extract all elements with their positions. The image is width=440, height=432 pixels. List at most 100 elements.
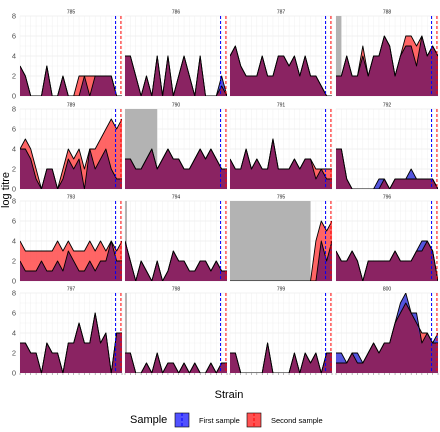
y-tick-label: 2 xyxy=(12,72,16,81)
panel-795: 795 xyxy=(229,195,333,282)
overlap-area xyxy=(20,241,122,281)
y-tick-label: 0 xyxy=(12,277,16,286)
first-sample-line xyxy=(20,240,122,272)
overlap-area xyxy=(336,303,438,373)
panel-plot-area xyxy=(230,109,332,189)
legend-label: First sample xyxy=(199,416,240,425)
y-tick-label: 4 xyxy=(12,237,16,246)
missing-data-band xyxy=(336,16,342,96)
y-tick-label: 6 xyxy=(12,32,16,41)
panel-strip-label: 785 xyxy=(67,10,76,16)
panel-791: 791 xyxy=(229,103,333,190)
panel-strip-label: 789 xyxy=(67,103,76,109)
y-tick-label: 2 xyxy=(12,257,16,266)
first-sample-line xyxy=(125,240,227,281)
panel-plot-area xyxy=(230,293,332,373)
panel-800: 800 xyxy=(335,287,439,375)
panel-strip-label: 788 xyxy=(383,10,392,16)
panel-plot-area xyxy=(230,16,332,96)
panel-787: 787 xyxy=(229,10,333,97)
y-tick-label: 8 xyxy=(12,197,16,206)
first-sample-line xyxy=(336,148,438,189)
first-sample-line xyxy=(336,240,438,281)
overlap-area xyxy=(20,149,122,189)
overlap-area xyxy=(230,139,332,189)
y-tick-label: 2 xyxy=(12,165,16,174)
second-sample-line xyxy=(20,118,122,189)
missing-data-band xyxy=(230,201,311,281)
y-axis-title: log titre xyxy=(0,172,12,208)
panel-strip-label: 790 xyxy=(172,103,181,109)
first-sample-line xyxy=(20,65,122,96)
overlap-area xyxy=(230,241,332,281)
overlap-area xyxy=(125,149,227,189)
panel-plot-area xyxy=(230,201,332,281)
overlap-area xyxy=(125,241,227,281)
panel-793: 793 0 2 4 6 8 xyxy=(12,195,123,286)
first-sample-line xyxy=(20,312,122,373)
panel-strip-label: 791 xyxy=(277,103,286,109)
y-tick-label: 4 xyxy=(12,52,16,61)
panel-strip-label: 792 xyxy=(383,103,392,109)
y-tick-label: 2 xyxy=(12,349,16,358)
panel-strip-label: 798 xyxy=(172,287,181,293)
second-sample-line xyxy=(230,220,332,281)
first-sample-line xyxy=(125,148,227,170)
first-sample-line xyxy=(336,35,438,77)
panel-strip-label: 796 xyxy=(383,195,392,201)
panel-797: 797 0 2 4 6 8 xyxy=(12,287,123,378)
panel-785: 785 0 2 4 6 8 xyxy=(12,10,123,101)
panel-strip-label: 794 xyxy=(172,195,181,201)
panel-strip-label: 795 xyxy=(277,195,286,201)
first-sample-line xyxy=(125,352,227,373)
overlap-area xyxy=(230,343,332,373)
y-tick-label: 6 xyxy=(12,217,16,226)
panel-plot-area xyxy=(20,201,122,281)
missing-data-band xyxy=(125,293,127,373)
first-sample-line xyxy=(20,148,122,189)
y-tick-label: 4 xyxy=(12,329,16,338)
panel-plot-area xyxy=(125,293,227,373)
first-sample-line xyxy=(125,55,227,96)
panel-strip-label: 793 xyxy=(67,195,76,201)
first-sample-line xyxy=(230,138,332,180)
panel-796: 796 xyxy=(335,195,439,282)
first-sample-line xyxy=(230,342,332,373)
panel-789: 789 0 2 4 6 8 xyxy=(12,103,123,194)
panel-plot-area xyxy=(20,16,122,96)
missing-data-band xyxy=(125,201,127,281)
panel-strip-label: 786 xyxy=(172,10,181,16)
panel-plot-area xyxy=(20,109,122,189)
panel-plot-area xyxy=(20,293,122,373)
second-sample-line xyxy=(20,240,122,252)
y-tick-label: 6 xyxy=(12,125,16,134)
first-sample-line xyxy=(336,293,438,364)
panel-strip-label: 799 xyxy=(277,287,286,293)
y-tick-label: 8 xyxy=(12,105,16,114)
overlap-area xyxy=(20,66,122,96)
y-tick-label: 8 xyxy=(12,12,16,21)
legend-label: Second sample xyxy=(271,416,323,425)
y-tick-label: 4 xyxy=(12,145,16,154)
panel-788: 788 xyxy=(335,10,439,97)
y-tick-label: 0 xyxy=(12,369,16,378)
panel-plot-area xyxy=(336,16,438,96)
legend-title: Sample xyxy=(130,414,167,426)
panel-799: 799 xyxy=(229,287,333,375)
panel-strip-label: 800 xyxy=(383,287,392,293)
panel-plot-area xyxy=(336,201,438,281)
x-axis-title: Strain xyxy=(215,389,244,401)
overlap-area xyxy=(230,46,332,96)
panel-790: 790 xyxy=(124,103,228,190)
panel-plot-area xyxy=(125,109,227,189)
panel-strip-label: 787 xyxy=(277,10,286,16)
panel-786: 786 xyxy=(124,10,228,97)
panel-strip-label: 797 xyxy=(67,287,76,293)
panel-plot-area xyxy=(125,201,227,281)
panel-794: 794 xyxy=(124,195,228,282)
legend: Sample First sample Second sample xyxy=(130,412,323,428)
y-tick-label: 0 xyxy=(12,185,16,194)
panel-792: 792 xyxy=(335,103,439,190)
panel-plot-area xyxy=(336,109,438,189)
